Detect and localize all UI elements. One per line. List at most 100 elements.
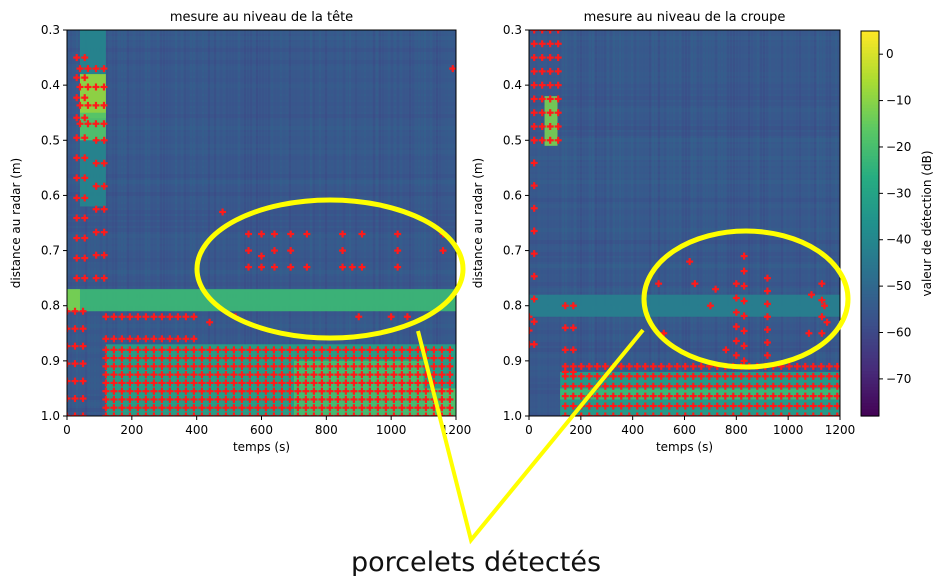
detection-marker — [339, 247, 347, 255]
x-tick-label: 800 — [725, 423, 748, 437]
detection-marker — [706, 302, 714, 310]
detection-marker — [777, 382, 785, 390]
detection-marker — [67, 342, 71, 350]
detection-marker — [366, 371, 374, 379]
detection-marker — [390, 371, 398, 379]
detection-marker — [538, 81, 546, 89]
detection-marker — [763, 287, 771, 295]
detection-marker — [246, 395, 254, 403]
detection-marker — [190, 335, 198, 343]
detection-marker — [150, 412, 158, 416]
heatmap-band — [67, 289, 456, 312]
detection-marker — [174, 346, 182, 354]
detection-marker — [546, 54, 554, 62]
detection-marker — [705, 402, 713, 410]
detection-marker — [414, 362, 422, 370]
detection-marker — [617, 362, 625, 370]
detection-marker — [689, 362, 697, 370]
detection-marker — [92, 136, 100, 144]
detection-marker — [126, 313, 134, 321]
detection-marker — [538, 30, 546, 34]
detection-marker — [230, 404, 238, 412]
detection-marker — [142, 412, 150, 416]
detection-marker — [538, 136, 546, 144]
detection-marker — [84, 101, 92, 109]
detection-marker — [198, 404, 206, 412]
detection-marker — [206, 354, 214, 362]
detection-marker — [530, 295, 538, 303]
detection-marker — [326, 412, 334, 416]
detection-marker — [538, 40, 546, 48]
detection-marker — [334, 379, 342, 387]
detection-marker — [601, 402, 609, 410]
detection-marker — [334, 371, 342, 379]
detection-marker — [382, 362, 390, 370]
detection-marker — [102, 387, 110, 395]
detection-marker — [206, 318, 214, 326]
detection-marker — [446, 346, 454, 354]
detection-marker — [84, 120, 92, 128]
detection-marker — [530, 30, 538, 34]
detection-marker — [649, 362, 657, 370]
detection-marker — [406, 387, 414, 395]
detection-marker — [254, 362, 262, 370]
detection-marker — [657, 372, 665, 380]
detection-marker — [820, 302, 828, 310]
detection-marker — [100, 274, 108, 282]
y-tick-label: 0.3 — [41, 23, 60, 37]
detection-marker — [73, 134, 81, 142]
detection-marker — [617, 412, 625, 416]
detection-marker — [763, 274, 771, 282]
detection-marker — [705, 382, 713, 390]
detection-marker — [222, 371, 230, 379]
detection-marker — [150, 346, 158, 354]
detection-marker — [801, 382, 809, 390]
detection-marker — [262, 371, 270, 379]
detection-marker — [689, 412, 697, 416]
detection-marker — [73, 194, 81, 202]
detection-marker — [73, 154, 81, 162]
detection-marker — [438, 354, 446, 362]
colorbar-tick-label: −10 — [886, 94, 911, 108]
detection-marker — [110, 387, 118, 395]
detection-marker — [278, 379, 286, 387]
detection-marker — [310, 371, 318, 379]
detection-marker — [422, 404, 430, 412]
detection-marker — [763, 313, 771, 321]
detection-marker — [92, 205, 100, 213]
detection-marker — [79, 360, 87, 368]
detection-marker — [73, 214, 81, 222]
x-tick-label: 200 — [569, 423, 592, 437]
detection-marker — [763, 338, 771, 346]
detection-marker — [73, 94, 81, 102]
detection-marker — [721, 412, 729, 416]
detection-marker — [769, 372, 777, 380]
detection-marker — [302, 404, 310, 412]
detection-marker — [601, 392, 609, 400]
detection-marker — [318, 404, 326, 412]
detection-marker — [110, 395, 118, 403]
detection-marker — [76, 65, 84, 73]
detection-marker — [422, 412, 430, 416]
detection-marker — [538, 95, 546, 103]
detection-marker — [150, 362, 158, 370]
y-tick-label: 0.6 — [503, 188, 522, 202]
detection-marker — [398, 379, 406, 387]
detection-marker — [262, 362, 270, 370]
detection-marker — [118, 371, 126, 379]
x-tick-label: 1000 — [773, 423, 804, 437]
detection-marker — [73, 274, 81, 282]
detection-marker — [825, 362, 833, 370]
detection-marker — [681, 372, 689, 380]
detection-marker — [769, 382, 777, 390]
detection-marker — [303, 230, 311, 238]
detection-marker — [67, 377, 71, 385]
detection-marker — [294, 387, 302, 395]
detection-marker — [158, 387, 166, 395]
detection-marker — [449, 65, 456, 73]
y-tick-label: 0.8 — [41, 299, 60, 313]
detection-marker — [681, 382, 689, 390]
detection-marker — [214, 404, 222, 412]
detection-marker — [286, 371, 294, 379]
detection-marker — [102, 379, 110, 387]
